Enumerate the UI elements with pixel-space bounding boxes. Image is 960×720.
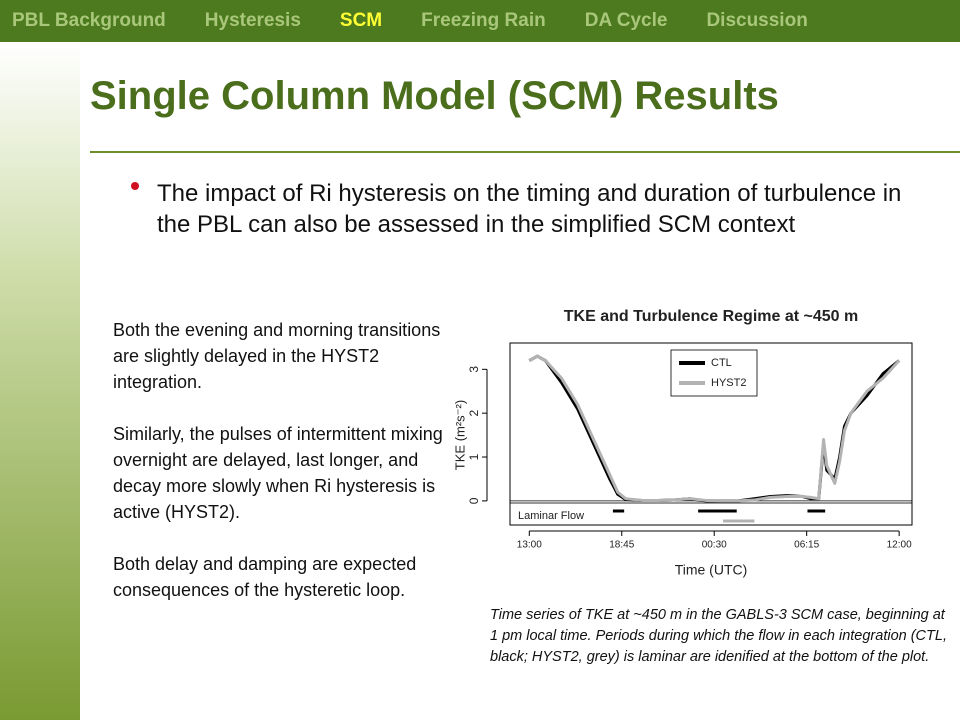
nav-item[interactable]: Freezing Rain bbox=[421, 10, 546, 31]
legend-label: HYST2 bbox=[711, 377, 746, 389]
y-tick-label: 0 bbox=[467, 497, 481, 504]
x-axis-label: Time (UTC) bbox=[675, 562, 748, 578]
nav-item[interactable]: PBL Background bbox=[12, 10, 166, 31]
bullet-text: The impact of Ri hysteresis on the timin… bbox=[157, 180, 902, 238]
note-paragraph: Both the evening and morning transitions… bbox=[113, 320, 441, 392]
chart: TKE and Turbulence Regime at ~450 m 0 1 2 3 1… bbox=[455, 308, 913, 578]
nav-bar: PBL Background Hysteresis SCM Freezing Rain… bbox=[0, 0, 960, 42]
legend-box bbox=[670, 349, 758, 397]
annotation-box bbox=[509, 502, 913, 526]
chart-title: TKE and Turbulence Regime at ~450 m bbox=[564, 308, 858, 325]
x-tick-label: 12:00 bbox=[887, 540, 912, 551]
note-paragraph: Both delay and damping are expected cons… bbox=[113, 554, 417, 600]
caption: Time series of TKE at ~450 m in the GABL… bbox=[490, 607, 947, 665]
y-axis-label: TKE (m²s⁻²) bbox=[455, 400, 467, 470]
x-tick-label: 13:00 bbox=[517, 540, 542, 551]
y-tick-label: 3 bbox=[467, 366, 481, 373]
x-tick-label: 18:45 bbox=[609, 540, 634, 551]
annotation: Laminar Flow bbox=[518, 510, 584, 522]
nav-item[interactable]: Discussion bbox=[706, 10, 808, 31]
note-paragraph: Similarly, the pulses of intermittent mi… bbox=[113, 424, 443, 522]
side-bar bbox=[0, 42, 80, 720]
bullet-dot bbox=[131, 182, 139, 190]
nav-item[interactable]: DA Cycle bbox=[584, 10, 668, 31]
nav-item[interactable]: SCM bbox=[339, 10, 383, 31]
x-tick-label: 00:30 bbox=[702, 540, 727, 551]
nav-item[interactable]: Hysteresis bbox=[204, 10, 301, 31]
notes: Both the evening and morning transitions… bbox=[113, 317, 443, 629]
title-rule bbox=[90, 151, 960, 153]
slide-title: Single Column Model (SCM) Results bbox=[90, 74, 779, 118]
y-tick-label: 1 bbox=[467, 453, 481, 460]
series-line bbox=[528, 354, 901, 503]
x-tick-label: 06:15 bbox=[794, 540, 819, 551]
y-tick-label: 2 bbox=[467, 410, 481, 417]
legend-label: CTL bbox=[711, 357, 732, 369]
